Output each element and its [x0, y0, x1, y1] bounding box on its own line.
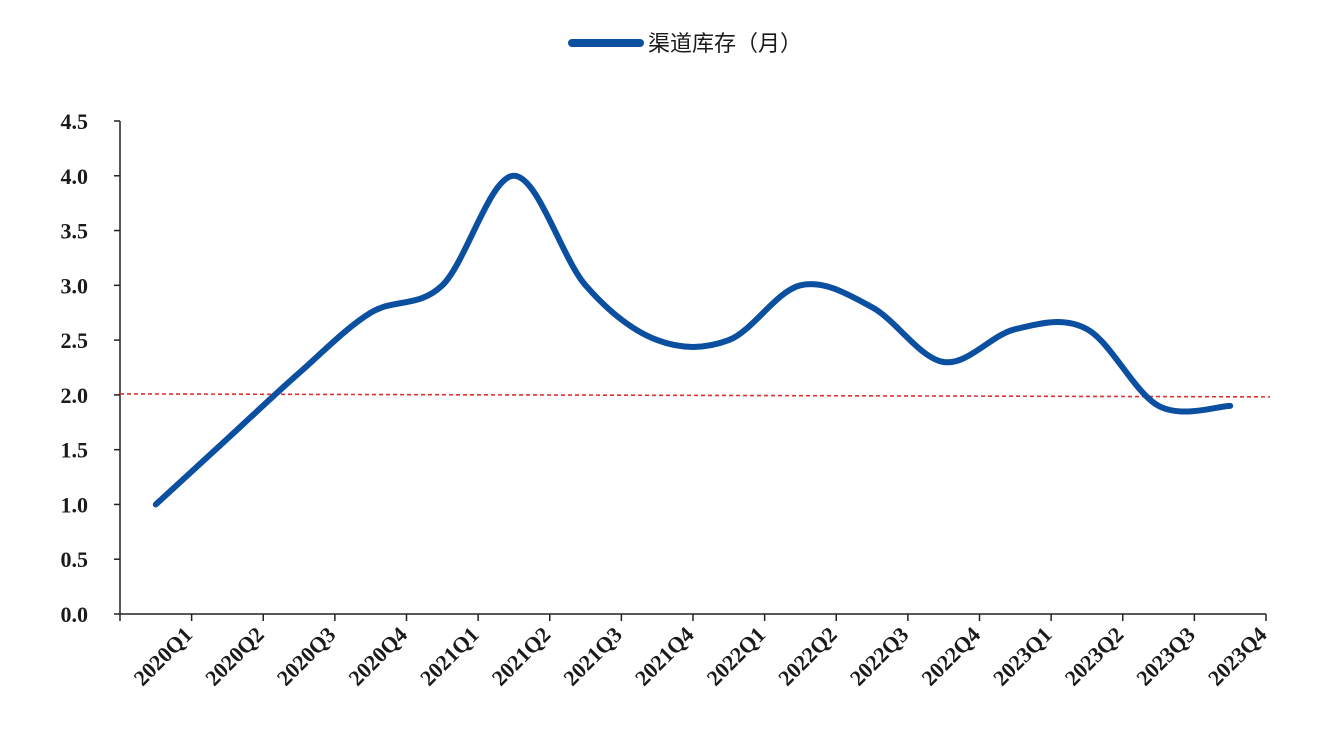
x-tick-label: 2021Q2	[487, 622, 556, 691]
y-axis-ticks: 0.0 0.5 1.0 1.5 2.0 2.5 3.0 3.5 4.0 4.5	[61, 109, 120, 627]
x-tick-label: 2023Q1	[988, 622, 1057, 691]
x-axis-ticks: 2020Q1 2020Q2 2020Q3 2020Q4 2021Q1 2021Q2 2021…	[119, 614, 1272, 691]
series-line	[152, 172, 1234, 508]
x-tick-label: 2020Q2	[200, 622, 269, 691]
x-tick-label: 2021Q1	[415, 622, 484, 691]
axes	[119, 121, 1266, 615]
y-tick-label: 4.0	[61, 164, 89, 189]
x-tick-label: 2022Q3	[845, 622, 914, 691]
y-tick-label: 2.5	[61, 328, 89, 353]
x-tick-label: 2020Q3	[272, 622, 341, 691]
x-tick-label: 2023Q2	[1060, 622, 1129, 691]
series-points	[153, 173, 1233, 508]
legend-label: 渠道库存（月）	[648, 32, 802, 57]
x-tick-label: 2022Q2	[773, 622, 842, 691]
x-tick-label: 2021Q3	[558, 622, 627, 691]
legend: 渠道库存（月）	[568, 32, 802, 57]
x-tick-label: 2020Q4	[343, 622, 412, 691]
y-tick-label: 2.0	[61, 383, 89, 408]
x-tick-label: 2023Q4	[1203, 622, 1272, 691]
reference-line	[119, 393, 1271, 398]
x-tick-label: 2021Q4	[630, 622, 699, 691]
y-tick-label: 3.5	[61, 219, 89, 244]
y-tick-label: 1.0	[61, 492, 89, 517]
x-tick-label: 2020Q1	[128, 622, 197, 691]
y-tick-label: 4.5	[61, 109, 89, 134]
y-tick-label: 0.5	[61, 547, 89, 572]
y-tick-label: 1.5	[61, 438, 89, 463]
x-tick-label: 2022Q4	[916, 622, 985, 691]
x-tick-label: 2022Q1	[701, 622, 770, 691]
x-tick-label: 2023Q3	[1131, 622, 1200, 691]
y-tick-label: 0.0	[61, 602, 89, 627]
y-tick-label: 3.0	[61, 273, 89, 298]
